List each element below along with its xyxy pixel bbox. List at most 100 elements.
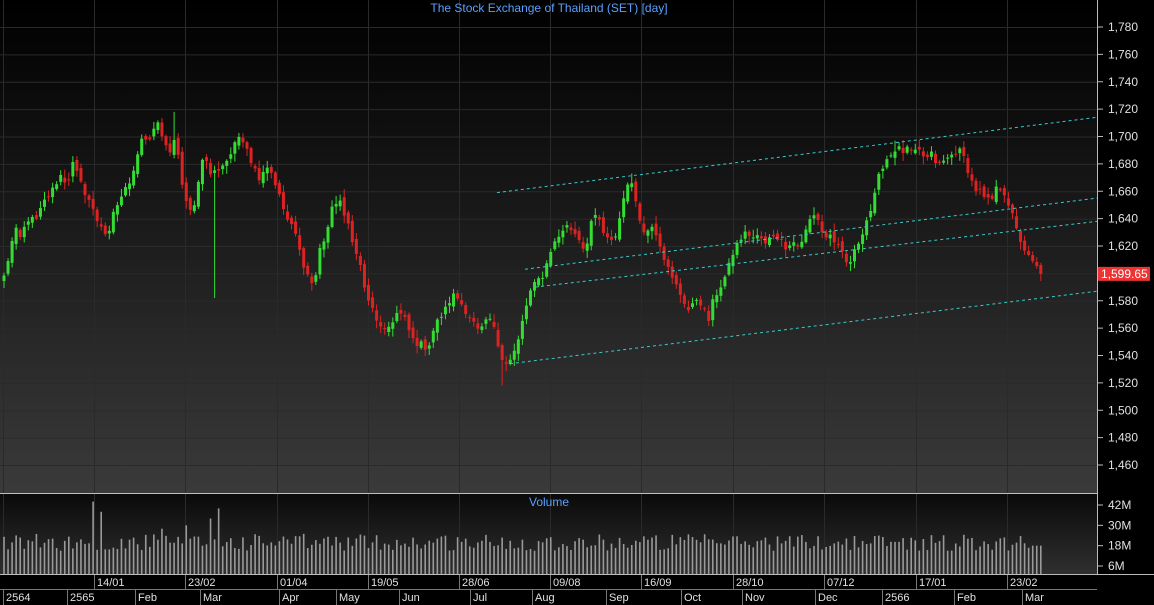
volume-bar — [898, 541, 900, 574]
candle-body — [861, 234, 865, 245]
volume-bar — [432, 542, 435, 574]
volume-bar — [768, 544, 771, 574]
volume-bar — [456, 537, 459, 574]
volume-bar — [651, 537, 653, 574]
candle-body — [723, 276, 727, 287]
candle-body — [848, 262, 852, 264]
candle-body — [383, 327, 387, 330]
candle-body — [739, 239, 743, 242]
candle-body — [83, 184, 87, 196]
candle-body — [26, 221, 30, 225]
volume-bar — [991, 549, 993, 574]
candle-body — [253, 166, 257, 169]
price-tick-label: 1,620 — [1108, 239, 1138, 253]
volume-bar — [760, 540, 763, 574]
candle-body — [399, 309, 403, 314]
candle-body — [290, 217, 294, 225]
volume-bar — [481, 540, 483, 574]
volume-bar — [590, 545, 593, 574]
volume-bar — [833, 543, 836, 574]
volume-bar — [736, 536, 738, 574]
candle-body — [812, 215, 816, 219]
candle-body — [148, 137, 152, 140]
price-tick-label: 1,780 — [1108, 20, 1138, 34]
volume-bar — [882, 537, 884, 574]
volume-bar — [428, 540, 431, 574]
volume-bar — [177, 536, 179, 574]
volume-bar — [954, 543, 957, 574]
candle-body — [318, 248, 322, 275]
candle-body — [844, 253, 848, 263]
candle-body — [711, 299, 715, 321]
volume-bar — [873, 536, 876, 574]
candle-body — [929, 151, 933, 157]
candle-body — [557, 236, 561, 243]
candle-body — [776, 233, 780, 240]
candle-body — [828, 234, 832, 239]
volume-bar — [724, 544, 726, 574]
candle-body — [885, 159, 889, 168]
candle-body — [443, 306, 447, 315]
candle-body — [192, 205, 196, 212]
volume-bar — [950, 550, 953, 574]
date-axis: 14/01 23/02 01/04 19/05 28/06 09/08 16/09 28/10… — [3, 575, 1044, 605]
volume-bar — [351, 545, 354, 574]
candle-body — [75, 159, 79, 171]
candle-body — [743, 231, 747, 239]
candle-body — [865, 220, 869, 236]
candle-body — [209, 162, 213, 175]
volume-bar — [578, 538, 580, 574]
date-label-bottom: 2565 — [70, 592, 94, 604]
volume-bar — [92, 501, 94, 574]
candle-body — [589, 220, 593, 246]
candle-body — [111, 211, 115, 233]
candle-body — [1035, 261, 1039, 267]
date-label-bottom: May — [339, 592, 360, 604]
volume-bar — [375, 535, 378, 574]
price-tick-label: 1,500 — [1108, 403, 1138, 417]
candle-body — [233, 142, 237, 154]
candle-body — [18, 229, 22, 238]
volume-bar — [529, 548, 532, 574]
candle-body — [310, 276, 314, 284]
candle-body — [306, 265, 310, 275]
candle-body — [391, 322, 395, 329]
candle-body — [796, 244, 800, 247]
volume-tick-label: 42M — [1108, 498, 1131, 512]
candle-body — [585, 243, 589, 251]
candle-body — [966, 158, 970, 173]
candle-body — [772, 234, 775, 237]
candle-body — [759, 236, 763, 239]
candle-body — [998, 188, 1002, 191]
volume-bar — [914, 540, 917, 574]
candle-body — [200, 159, 204, 185]
volume-bar — [918, 550, 921, 574]
volume-bar — [452, 550, 455, 574]
volume-bar — [230, 538, 232, 574]
price-tick-label: 1,520 — [1108, 376, 1138, 390]
candle-body — [411, 327, 415, 339]
candle-body — [468, 317, 472, 319]
candle-body — [452, 293, 456, 307]
candle-body — [731, 254, 735, 267]
candle-body — [221, 165, 225, 170]
candle-body — [488, 318, 492, 320]
volume-bar — [161, 528, 163, 574]
candle-body — [662, 246, 666, 260]
date-label-top: 07/12 — [827, 577, 855, 589]
volume-bar — [845, 538, 848, 574]
volume-bar — [699, 542, 702, 574]
volume-bar — [975, 550, 977, 574]
candle-body — [367, 284, 370, 301]
candle-body — [476, 323, 480, 329]
volume-bar — [853, 536, 856, 574]
volume-bar — [861, 540, 864, 574]
candle-body — [974, 180, 978, 192]
channel-line — [496, 116, 1098, 194]
price-tick-label: 1,460 — [1108, 458, 1138, 472]
volume-bar — [400, 545, 402, 574]
candle-body — [261, 172, 265, 184]
volume-bar — [448, 550, 451, 574]
volume-bar — [1035, 545, 1038, 574]
volume-bar — [436, 538, 439, 574]
